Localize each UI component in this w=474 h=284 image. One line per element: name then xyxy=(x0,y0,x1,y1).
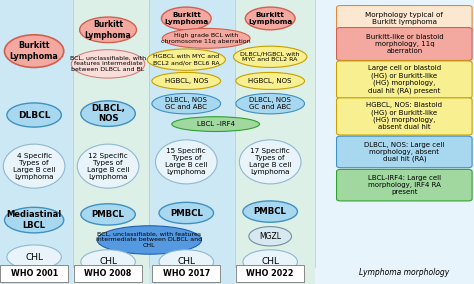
Text: PMBCL: PMBCL xyxy=(91,210,125,219)
Ellipse shape xyxy=(236,93,304,114)
Text: WHO 2001: WHO 2001 xyxy=(10,269,58,278)
Text: Lymphoma morphology: Lymphoma morphology xyxy=(359,268,449,277)
Text: CHL: CHL xyxy=(177,257,195,266)
Text: Burkitt
Lymphoma: Burkitt Lymphoma xyxy=(248,12,292,25)
Ellipse shape xyxy=(152,72,220,89)
Text: 12 Specific
Types of
Large B cell
Lymphoma: 12 Specific Types of Large B cell Lympho… xyxy=(87,153,129,180)
Text: 4 Specific
Types of
Large B cell
Lymphoma: 4 Specific Types of Large B cell Lymphom… xyxy=(13,153,55,180)
FancyBboxPatch shape xyxy=(0,265,68,282)
Text: 15 Specific
Types of
Large B cell
Lymphoma: 15 Specific Types of Large B cell Lympho… xyxy=(165,148,208,176)
Text: LBCL –IRF4: LBCL –IRF4 xyxy=(197,121,235,127)
FancyBboxPatch shape xyxy=(236,265,304,282)
Ellipse shape xyxy=(161,7,211,30)
Text: CHL: CHL xyxy=(99,257,117,266)
Text: MGZL: MGZL xyxy=(259,232,281,241)
FancyBboxPatch shape xyxy=(73,0,149,284)
Text: PMBCL: PMBCL xyxy=(170,208,203,218)
Ellipse shape xyxy=(5,207,64,233)
FancyBboxPatch shape xyxy=(337,169,472,201)
Text: Burkitt
Lymphoma: Burkitt Lymphoma xyxy=(164,12,209,25)
Ellipse shape xyxy=(77,144,139,188)
Ellipse shape xyxy=(155,140,217,184)
Ellipse shape xyxy=(147,49,226,70)
Text: DLBCL: DLBCL xyxy=(18,110,50,120)
FancyBboxPatch shape xyxy=(337,136,472,168)
Ellipse shape xyxy=(159,250,213,274)
Ellipse shape xyxy=(245,7,295,30)
Text: HGBCL with MYC and
BCL2 and/or BCL6 RA: HGBCL with MYC and BCL2 and/or BCL6 RA xyxy=(153,54,219,65)
Ellipse shape xyxy=(5,35,64,68)
Text: BCL, unclassifiable, with
features intermediate
between DLBCL and BL: BCL, unclassifiable, with features inter… xyxy=(70,56,146,72)
Text: DLBCL, NOS
GC and ABC: DLBCL, NOS GC and ABC xyxy=(165,97,207,110)
FancyBboxPatch shape xyxy=(337,28,472,60)
Ellipse shape xyxy=(7,103,62,127)
Ellipse shape xyxy=(97,226,201,254)
Text: Mediastinal
LBCL: Mediastinal LBCL xyxy=(7,210,62,230)
FancyBboxPatch shape xyxy=(337,98,472,135)
Ellipse shape xyxy=(239,140,301,184)
Ellipse shape xyxy=(249,227,292,246)
FancyBboxPatch shape xyxy=(152,265,220,282)
FancyBboxPatch shape xyxy=(337,5,472,31)
FancyBboxPatch shape xyxy=(149,0,235,284)
Text: WHO 2008: WHO 2008 xyxy=(84,269,132,278)
Text: DLBCL, NOS
GC and ABC: DLBCL, NOS GC and ABC xyxy=(249,97,291,110)
Text: PMBCL: PMBCL xyxy=(254,207,287,216)
Ellipse shape xyxy=(243,250,297,274)
Text: 17 Specific
Types of
Large B cell
Lymphoma: 17 Specific Types of Large B cell Lympho… xyxy=(249,148,292,176)
Text: Burkitt
Lymphoma: Burkitt Lymphoma xyxy=(85,20,131,39)
Ellipse shape xyxy=(236,72,304,89)
Text: WHO 2017: WHO 2017 xyxy=(163,269,210,278)
Ellipse shape xyxy=(80,17,137,43)
Text: HGBCL, NOS: HGBCL, NOS xyxy=(248,78,292,84)
Text: High grade BCL with
chromosome 11q aberration: High grade BCL with chromosome 11q aberr… xyxy=(161,33,251,44)
Ellipse shape xyxy=(233,46,307,67)
Text: HGBCL, NOS: Blastoid
(HG) or Burkitt-like
(HG) morphology,
absent dual hit: HGBCL, NOS: Blastoid (HG) or Burkitt-lik… xyxy=(366,103,442,130)
Ellipse shape xyxy=(81,204,136,225)
Ellipse shape xyxy=(3,144,65,188)
Text: CHL: CHL xyxy=(261,257,279,266)
Text: BCL, unclassifiable, with features
intermediate between DLBCL and
CHL: BCL, unclassifiable, with features inter… xyxy=(96,232,202,248)
FancyBboxPatch shape xyxy=(337,61,472,98)
FancyBboxPatch shape xyxy=(74,265,142,282)
FancyBboxPatch shape xyxy=(235,0,315,284)
Text: DLBCL,
NOS: DLBCL, NOS xyxy=(91,104,125,123)
Text: WHO 2022: WHO 2022 xyxy=(246,269,294,278)
Text: HGBCL, NOS: HGBCL, NOS xyxy=(164,78,208,84)
Ellipse shape xyxy=(159,202,213,224)
Ellipse shape xyxy=(81,250,136,274)
Text: Burkitt-like or blastoid
morphology, 11q
aberration: Burkitt-like or blastoid morphology, 11q… xyxy=(365,34,443,54)
Text: DLBCL/HGBCL with
MYC and BCL2 RA: DLBCL/HGBCL with MYC and BCL2 RA xyxy=(240,51,300,62)
Text: Large cell or blastoid
(HG) or Burkitt-like
(HG) morphology,
dual hit (RA) prese: Large cell or blastoid (HG) or Burkitt-l… xyxy=(368,65,441,94)
Ellipse shape xyxy=(162,28,250,48)
Text: Morphology typical of
Burkitt lymphoma: Morphology typical of Burkitt lymphoma xyxy=(365,12,443,25)
Ellipse shape xyxy=(71,50,145,78)
Ellipse shape xyxy=(243,201,297,222)
Ellipse shape xyxy=(7,245,62,269)
Ellipse shape xyxy=(81,101,136,126)
Ellipse shape xyxy=(172,117,259,131)
Text: LBCL-IRF4: Large cell
morphology, IRF4 RA
present: LBCL-IRF4: Large cell morphology, IRF4 R… xyxy=(368,175,441,195)
FancyBboxPatch shape xyxy=(315,0,474,284)
Text: CHL: CHL xyxy=(25,252,43,262)
Text: Burkitt
Lymphoma: Burkitt Lymphoma xyxy=(9,41,59,61)
Ellipse shape xyxy=(152,93,220,114)
FancyBboxPatch shape xyxy=(0,0,73,284)
Text: DLBCL, NOS: Large cell
morphology, absent
dual hit (RA): DLBCL, NOS: Large cell morphology, absen… xyxy=(364,142,445,162)
